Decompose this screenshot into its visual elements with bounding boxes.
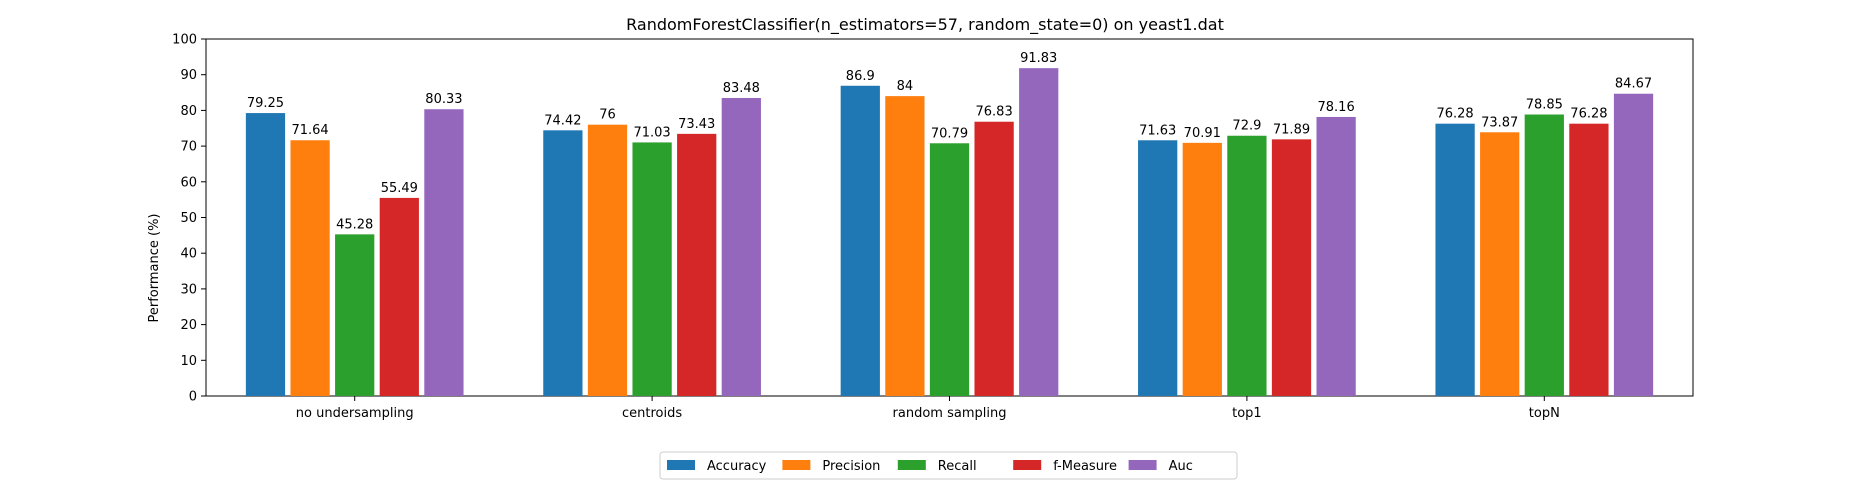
x-tick-label: centroids [622,406,682,421]
bar [1316,116,1356,396]
bar [335,234,375,396]
legend-label: Recall [938,459,977,474]
bar [1480,132,1520,396]
legend-label: f-Measure [1053,459,1117,474]
legend-label: Precision [822,459,880,474]
bar [1019,68,1059,396]
bar-value-label: 71.03 [633,125,670,140]
bar [245,113,286,396]
bar [587,124,628,397]
bar [1613,93,1654,397]
y-tick-label: 90 [180,68,197,83]
legend-swatch [667,460,695,470]
y-tick-label: 60 [180,175,197,190]
bar [677,133,717,396]
legend-swatch [1128,460,1157,470]
bar [840,85,880,396]
plot-area: 0 10 20 30 40 50 60 70 80 90 100 79.25 71.64 45.28 55.… [172,33,1694,421]
legend-label: Auc [1169,459,1193,474]
bar-value-label: 76.28 [1570,107,1607,122]
y-tick-label: 50 [180,211,197,226]
bar [290,140,330,396]
bar-value-label: 84 [897,79,914,94]
x-tick-label: no undersampling [296,406,414,421]
y-tick-label: 20 [180,318,197,333]
bar [379,197,419,396]
x-tick-label: random sampling [893,406,1007,421]
legend-label: Accuracy [707,459,767,474]
y-tick-label: 10 [180,354,197,369]
y-tick-label: 70 [180,140,197,155]
bar-value-label: 86.9 [846,69,875,84]
bar [721,97,761,396]
x-tick-label: top1 [1232,406,1262,421]
bar-value-label: 76.83 [976,105,1013,120]
bar-value-label: 80.33 [425,92,462,107]
bar-value-label: 84.67 [1615,77,1652,92]
bar-value-label: 83.48 [723,81,760,96]
legend-swatch [782,460,811,470]
bar-value-label: 78.16 [1318,100,1355,115]
bar [974,121,1014,396]
bar-value-label: 70.79 [931,126,968,141]
bar [1569,123,1609,397]
y-axis-label: Performance (%) [147,213,162,322]
bar-value-label: 55.49 [381,181,418,196]
bar [1435,123,1475,397]
bar [929,143,970,396]
bar-value-label: 45.28 [336,217,373,232]
bar-value-label: 71.89 [1273,122,1310,137]
bar [885,96,925,397]
bar [1271,139,1312,396]
bar-value-label: 73.43 [678,117,715,132]
y-tick-label: 40 [180,247,197,262]
bar-value-label: 91.83 [1020,51,1057,66]
legend-swatch [897,460,926,470]
bar [424,109,464,397]
y-tick-label: 80 [180,104,197,119]
y-tick-label: 30 [180,282,197,297]
bar [543,130,583,396]
x-tick-label: topN [1529,406,1560,421]
bar [1138,140,1178,396]
legend-frame [659,451,1238,480]
bar-value-label: 76 [599,108,616,123]
bar [1182,142,1222,396]
bar [632,142,672,396]
bar [1227,135,1267,396]
bar-value-label: 72.9 [1232,119,1261,134]
bar-value-label: 73.87 [1481,115,1518,130]
bar-value-label: 78.85 [1526,98,1563,113]
bar [1524,114,1564,397]
chart-title: RandomForestClassifier(n_estimators=57, … [626,15,1224,35]
legend-swatch [1013,460,1042,470]
bar-value-label: 71.64 [291,123,328,138]
y-tick-label: 0 [189,390,197,405]
bar-value-label: 79.25 [247,96,284,111]
bar-value-label: 76.28 [1436,107,1473,122]
legend: Accuracy Precision Recall f-Measure Auc [659,451,1238,480]
bar-value-label: 70.91 [1184,126,1221,141]
y-tick-label: 100 [172,33,197,48]
bar-value-label: 74.42 [544,113,581,128]
bar-value-label: 71.63 [1139,123,1176,138]
